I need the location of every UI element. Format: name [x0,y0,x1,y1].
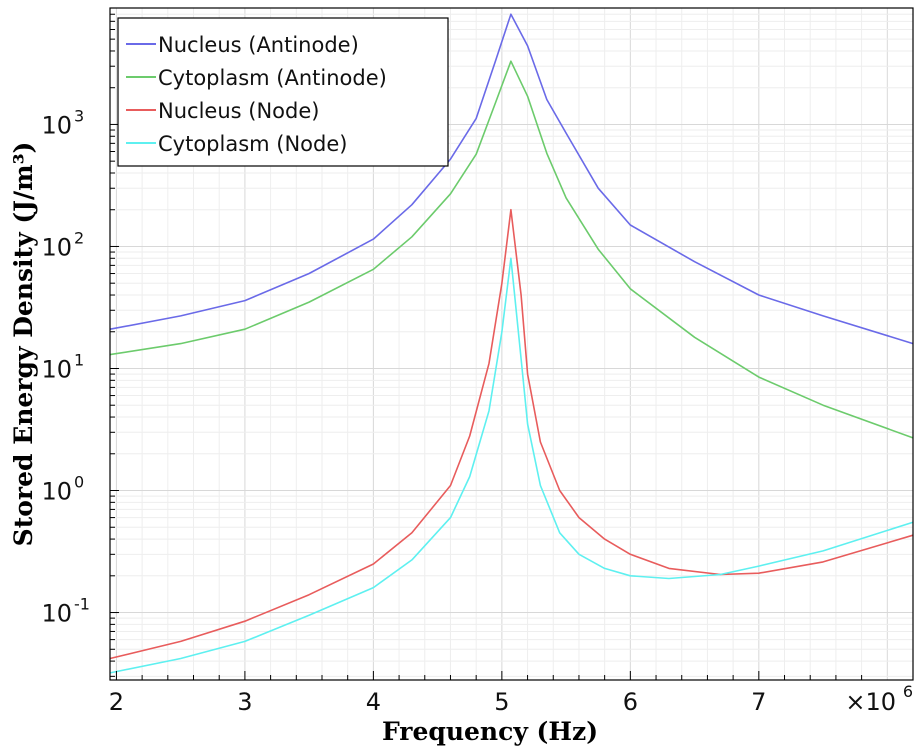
legend-label-4: Cytoplasm (Node) [158,132,347,156]
y-tick-label-base: 10 [41,233,72,261]
x-tick-label: 3 [237,688,252,716]
x-tick-label: 4 [366,688,381,716]
y-tick-label-base: 10 [41,478,72,506]
plot-frame [109,7,914,681]
y-tick-label-base: 10 [41,111,72,139]
x-tick-label: 2 [109,688,124,716]
y-tick-label-exponent: 0 [74,473,84,492]
series-line-3 [109,208,914,660]
series-line-2 [109,60,914,439]
y-tick-label-exponent: -1 [74,595,90,614]
y-tick-label-base: 10 [41,600,72,628]
y-tick-label-exponent: 1 [74,350,84,369]
legend-label-3: Nucleus (Node) [158,99,319,123]
y-tick-label-exponent: 2 [74,228,84,247]
y-axis-title: Stored Energy Density (J/m³) [9,142,38,547]
legend-box [117,17,449,167]
x-tick-label: 6 [623,688,638,716]
y-tick-label-base: 10 [41,355,72,383]
x-tick-label: 7 [751,688,766,716]
y-tick-label-exponent: 3 [74,106,84,125]
axis-ticks: 2 3 4 5 6 7 ×10 610 -110 010 110 210 3 [41,7,913,716]
series-line-1 [109,13,914,345]
series-line-4 [109,257,914,674]
legend-label-1: Nucleus (Antinode) [158,33,359,57]
x-tick-label: 5 [494,688,509,716]
x-axis-title: Frequency (Hz) [382,717,598,746]
x-multiplier-exponent: 6 [903,682,913,701]
legend-label-2: Cytoplasm (Antinode) [158,66,387,90]
legend: Nucleus (Antinode) Cytoplasm (Antinode) Nu… [117,17,449,167]
series-lines [109,13,914,674]
x-multiplier-label: ×10 [845,688,896,716]
